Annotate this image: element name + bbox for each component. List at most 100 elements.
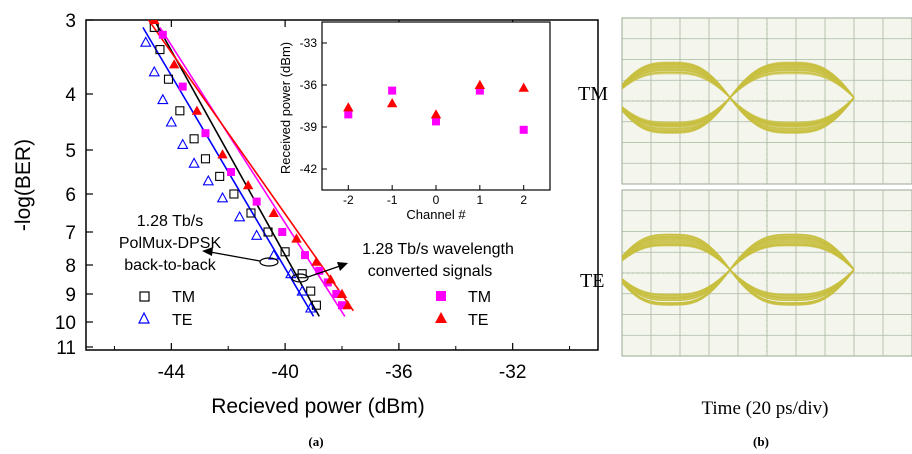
inset-x-tick-label: 0 [433,193,440,207]
main-data-point [157,93,169,105]
legend-label-te-b2b: TE [172,312,192,329]
main-y-tick-label: 9 [65,285,76,306]
main-y-tick-label: 3 [65,11,76,32]
eye-tm-trace [622,61,855,134]
legend-marker-tm-filled [436,291,446,301]
main-data-point [155,45,165,55]
eye-tm-label: TM [578,83,608,105]
main-data-point [188,157,200,168]
main-data-point [201,129,210,138]
main-fit-line [153,20,320,317]
inset-plot-frame [321,21,551,191]
main-annotations: 1.28 Tb/s PolMux-DPSK back-to-back 1.28 … [119,213,514,329]
main-x-axis-title: Recieved power (dBm) [211,395,425,418]
main-data-point [202,174,215,186]
inset-x-tick-label: -2 [343,193,354,207]
main-data-point [315,266,324,275]
main-data-point [168,59,180,69]
main-data-point [216,191,229,203]
main-data-point [263,227,273,237]
inset-data-point [344,110,353,119]
main-x-tick-label: -44 [158,362,186,383]
main-data-point [280,247,290,257]
inset-data-points [343,79,529,134]
main-data-point [332,290,341,298]
inset-y-tick-label: -33 [300,36,318,50]
eye-te-grid [622,190,912,356]
annotation-arrowhead-right [337,262,348,271]
main-x-tick-label: -40 [271,362,298,383]
eye-trace-lower [622,268,855,301]
main-y-tick-label: 7 [65,223,76,244]
inset-data-point [475,86,484,95]
inset-y-tick-label: -36 [300,78,318,92]
main-y-tick-label: 5 [65,141,76,162]
inset-tick-labels: -2 -1 0 1 2 -33 -36 -39 -42 [300,36,528,207]
inset-data-point [388,86,397,95]
annotation-ellipse-left [259,257,279,267]
main-data-point [215,171,225,181]
main-data-point [229,189,239,199]
main-data-point [268,207,279,217]
inset-chart: -2 -1 0 1 2 -33 -36 -39 -42 Channel # Received p… [278,21,551,222]
inset-data-point [474,79,486,89]
main-fit-line [159,26,346,317]
inset-data-point [386,98,398,108]
legend-label-te-wc: TE [468,312,488,329]
main-x-tick-label: -32 [499,362,526,383]
main-data-point [233,210,246,222]
inset-data-point [519,125,528,134]
legend-label-tm-wc: TM [468,289,491,306]
eye-time-axis-label: Time (20 ps/div) [701,398,828,419]
main-data-point [325,274,336,284]
inset-x-tick-label: 2 [520,193,527,207]
inset-y-axis-title: Received power (dBm) [278,42,293,174]
annotation-right-line1: 1.28 Tb/s wavelength [362,241,514,258]
inset-y-tick-label: -39 [300,120,318,134]
main-data-point [306,286,316,296]
annotation-ellipse-right [291,273,309,283]
panel-b-label: (b) [753,434,769,449]
main-x-tick-label: -36 [385,362,412,383]
legend-marker-te-filled [435,312,447,323]
main-y-tick-label: 4 [65,85,76,106]
eye-trace-lower [622,96,855,134]
eye-te-trace [622,233,855,306]
annotation-arrow-left [209,251,261,262]
main-data-point [158,30,167,39]
main-data-point [246,208,256,218]
inset-y-tick-label: -42 [300,162,318,176]
main-y-tick-label: 8 [65,256,76,277]
main-y-axis-title: -log(BER) [12,139,35,231]
main-data-point [338,301,346,310]
main-data-point [336,288,348,298]
inset-x-tick-label: 1 [477,193,484,207]
eye-diagram-tm [621,17,912,185]
main-data-point [178,82,187,91]
eye-te-label: TE [580,270,604,292]
main-data-point [252,197,261,206]
main-data-point [291,233,302,243]
main-data-point [189,134,199,144]
main-data-point [163,74,174,84]
annotation-arrow-right [307,265,341,278]
inset-x-tick-label: -1 [387,193,398,207]
main-data-point [242,180,254,190]
main-data-point [301,251,310,260]
main-data-point [140,36,152,47]
eye-diagram-te [621,189,912,357]
inset-x-axis-title: Channel # [406,207,466,222]
main-y-tick-label: 11 [56,338,76,359]
legend-marker-tm-open [139,291,150,302]
legend-label-tm-b2b: TM [172,289,195,306]
annotation-left-line2: PolMux-DPSK [119,235,222,252]
main-y-tick-label: 6 [65,185,76,206]
main-data-point [278,228,287,236]
inset-data-point [518,82,529,92]
main-data-point [311,256,322,266]
main-data-point [304,302,317,313]
legend-marker-te-open [138,311,150,324]
main-data-point [175,106,185,116]
